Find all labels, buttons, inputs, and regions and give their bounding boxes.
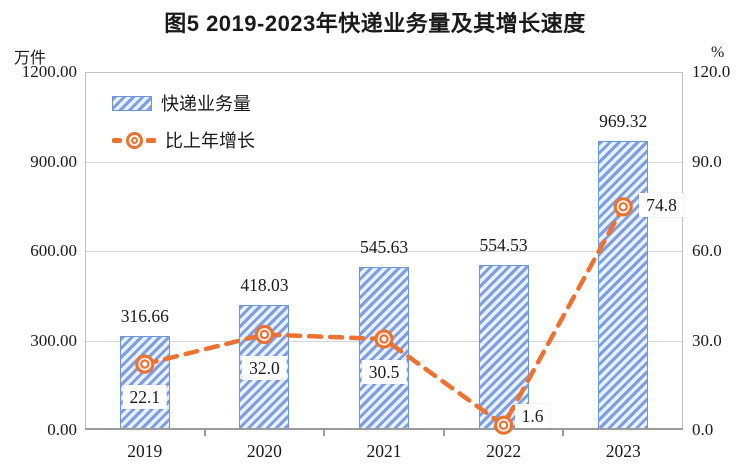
chart-title: 图5 2019-2023年快递业务量及其增长速度: [164, 11, 586, 36]
ring-marker-icon: [125, 131, 143, 149]
x-axis-category-label: 2023: [605, 441, 641, 461]
right-axis-tick-label: 90.0: [692, 151, 722, 171]
x-axis-category-label: 2019: [127, 441, 163, 461]
right-axis-tick-label: 120.0: [692, 62, 731, 81]
growth-value-label: 1.6: [514, 404, 551, 429]
hatched-bar-swatch-icon: [112, 95, 152, 111]
bar: [598, 140, 649, 430]
ring-marker-icon: [498, 420, 509, 430]
legend: 快递业务量 比上年增长: [112, 90, 255, 153]
gridline: [86, 251, 682, 252]
bar: [478, 264, 529, 430]
right-axis-tick-label: 30.0: [692, 330, 722, 350]
left-axis-tick-label: 900.00: [30, 151, 77, 171]
ring-marker-icon: [140, 359, 150, 369]
ring-marker-icon: [259, 329, 270, 340]
x-axis-category-label: 2020: [246, 441, 282, 461]
bar-value-label: 316.66: [120, 305, 169, 326]
x-axis-tick: [203, 430, 206, 436]
left-axis-tick-label: 1200.00: [21, 62, 77, 81]
x-axis-category-label: 2022: [486, 441, 522, 461]
dash-icon: [146, 137, 156, 143]
legend-item-label: 快递业务量: [161, 94, 251, 114]
legend-item-label: 比上年增长: [165, 131, 255, 151]
gridline: [86, 161, 682, 163]
legend-item-growth: 比上年增长: [112, 127, 255, 153]
ring-marker-icon: [379, 334, 389, 344]
left-axis-tick-label: 600.00: [30, 241, 77, 260]
x-axis-tick: [323, 430, 326, 436]
right-axis-unit: %: [711, 44, 725, 61]
legend-item-volume: 快递业务量: [112, 90, 255, 116]
bar-value-label: 554.53: [479, 234, 528, 255]
ring-marker-icon: [618, 202, 628, 212]
left-axis-tick-label: 0.00: [47, 420, 77, 439]
bar: [119, 335, 170, 430]
x-axis-line: [85, 428, 683, 430]
bar-value-label: 545.63: [359, 237, 409, 258]
bar-value-label: 418.03: [240, 275, 289, 296]
x-axis-tick: [562, 430, 565, 436]
right-axis-tick-label: 60.0: [692, 241, 722, 260]
left-axis-tick-label: 300.00: [30, 330, 77, 350]
growth-value-label: 74.8: [639, 192, 684, 217]
growth-dashed-line: [142, 204, 626, 429]
x-axis-category-label: 2021: [366, 441, 402, 461]
left-axis-unit: 万件: [14, 50, 47, 67]
dash-icon: [112, 137, 122, 143]
growth-value-label: 32.0: [242, 355, 287, 380]
bar-value-label: 969.32: [599, 110, 648, 131]
growth-value-label: 22.1: [122, 385, 168, 410]
x-axis-tick: [442, 430, 445, 436]
right-axis-tick-label: 0.0: [692, 420, 714, 439]
growth-value-label: 30.5: [361, 360, 407, 384]
dashed-line-marker-icon: [112, 131, 156, 149]
